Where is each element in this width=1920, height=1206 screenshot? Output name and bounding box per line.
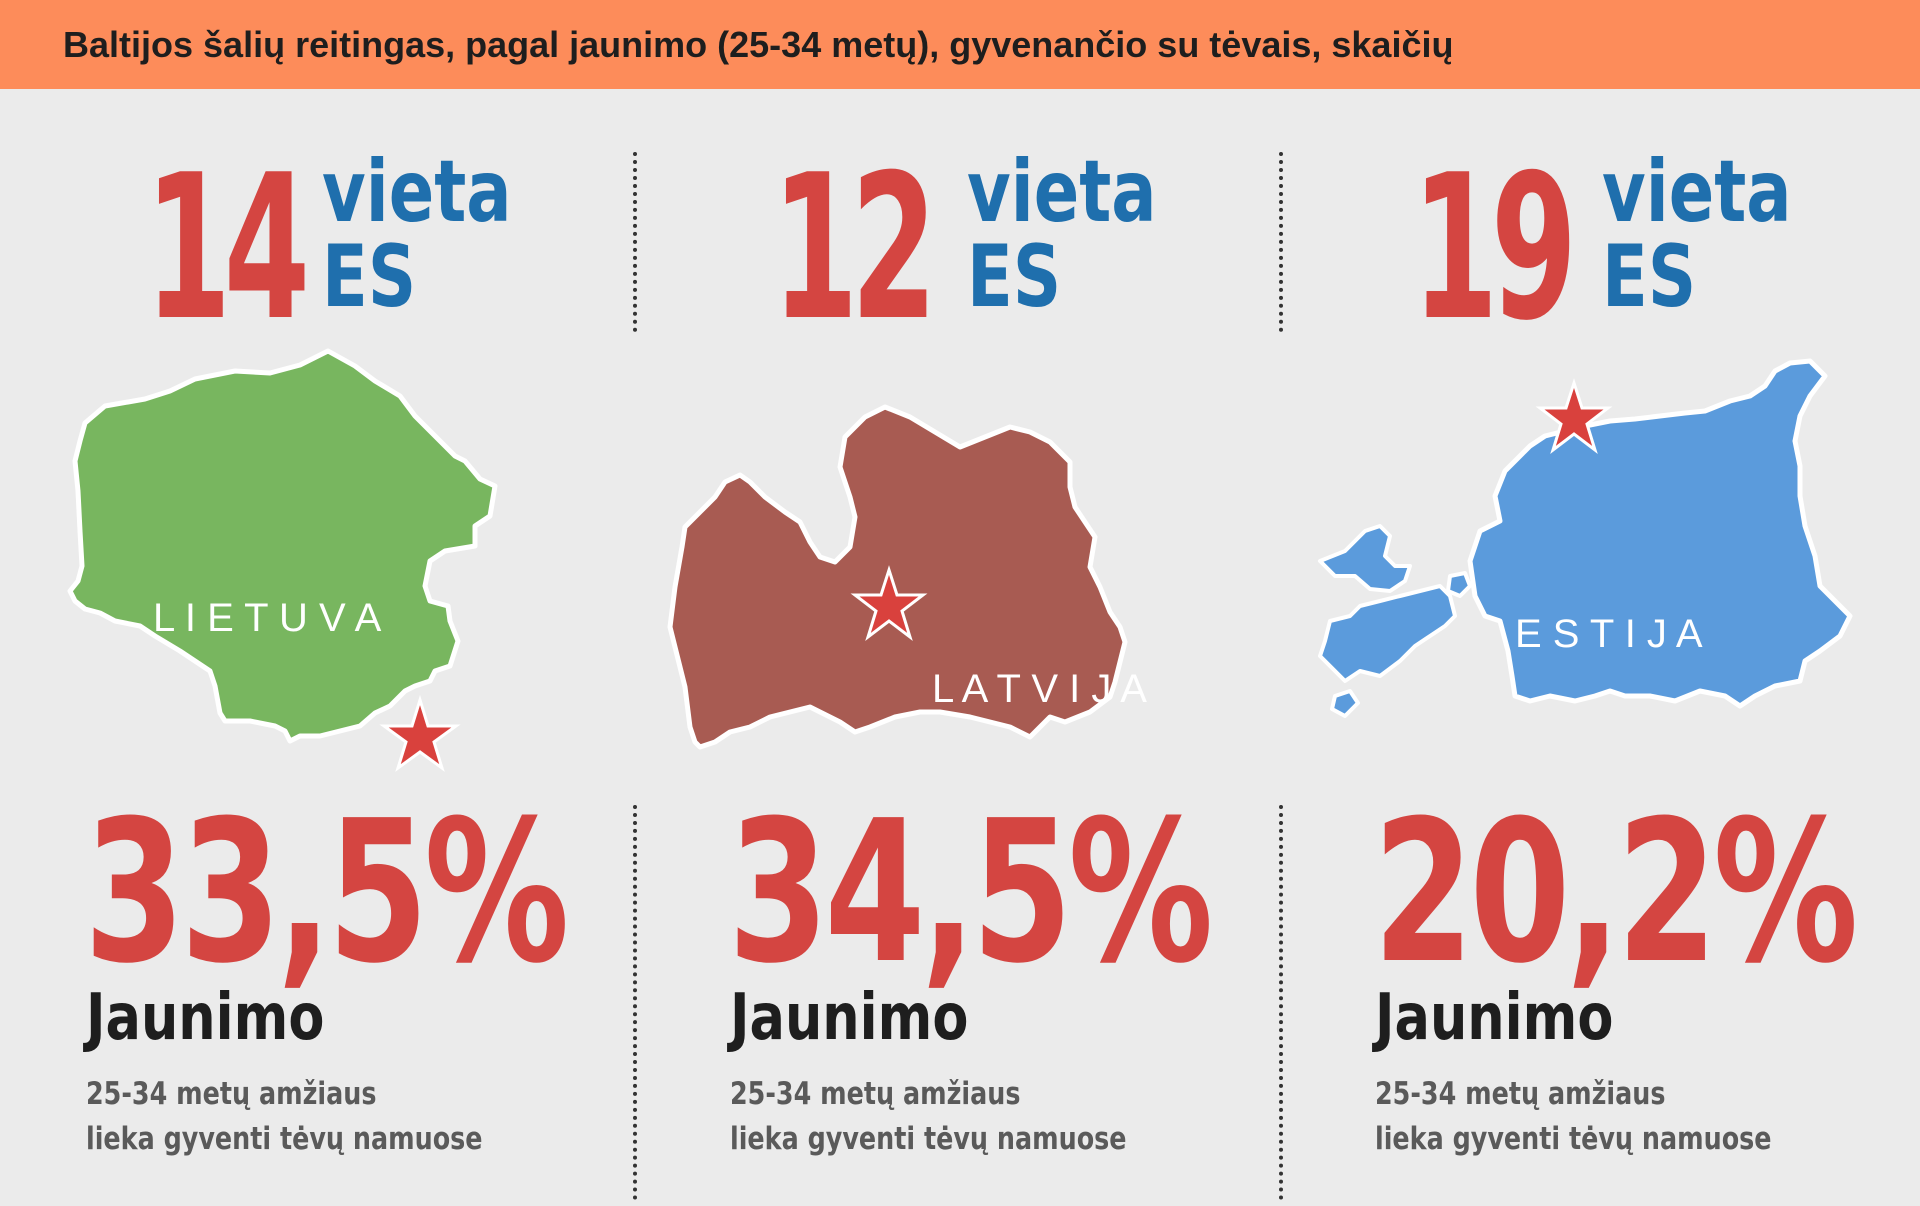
- rank-scope: ES: [967, 227, 1062, 327]
- rank-word: vieta: [322, 142, 512, 242]
- percent-value: 33,5%: [84, 779, 569, 1007]
- description-line: 25-34 metų amžiaus: [86, 1076, 377, 1112]
- island-saaremaa: [1318, 584, 1457, 683]
- percent-value: 34,5%: [728, 779, 1213, 1007]
- subject-label: Jaunimo: [730, 981, 969, 1055]
- rank-word: vieta: [967, 142, 1157, 242]
- country-shape-lithuania: [67, 348, 498, 744]
- country-shape-latvia: [667, 404, 1128, 750]
- map-estonia: [1290, 351, 1890, 871]
- column-divider: [1279, 805, 1283, 1200]
- country-card-latvia: 12 vieta ES L A T V I J A 34,5% Jaunimo …: [640, 89, 1280, 1206]
- country-shape-estonia: [1467, 358, 1853, 709]
- column-divider: [1279, 152, 1283, 332]
- capital-star-icon: [850, 565, 928, 642]
- subject-label: Jaunimo: [86, 981, 325, 1055]
- rank-number: 19: [1412, 132, 1577, 365]
- description-line: 25-34 metų amžiaus: [730, 1076, 1021, 1112]
- subject-label: Jaunimo: [1375, 981, 1614, 1055]
- map-latvia: [667, 387, 1210, 847]
- rank-word: vieta: [1602, 142, 1792, 242]
- island-small: [1330, 689, 1360, 718]
- rank-number: 14: [145, 132, 310, 365]
- rank-number: 12: [772, 132, 937, 365]
- country-label: E S T I J A: [1515, 612, 1703, 656]
- island-hiiumaa: [1318, 524, 1412, 593]
- percent-value: 20,2%: [1373, 779, 1858, 1007]
- column-divider: [633, 152, 637, 332]
- rank-scope: ES: [1602, 227, 1697, 327]
- country-card-lithuania: 14 vieta ES L I E T U V A 33,5% Jaunimo …: [0, 89, 640, 1206]
- map-lithuania: [67, 348, 610, 851]
- description-line: lieka gyventi tėvų namuose: [86, 1121, 483, 1157]
- page-title: Baltijos šalių reitingas, pagal jaunimo …: [63, 24, 1454, 65]
- description-line: 25-34 metų amžiaus: [1375, 1076, 1666, 1112]
- capital-star-icon: [379, 694, 461, 772]
- country-card-estonia: 19 vieta ES E S T I J A 20,2% Jaunimo 25…: [1280, 89, 1920, 1206]
- island-muhu: [1446, 571, 1472, 598]
- description-line: lieka gyventi tėvų namuose: [730, 1121, 1127, 1157]
- column-divider: [633, 805, 637, 1200]
- capital-star-icon: [1535, 378, 1613, 455]
- rank-scope: ES: [322, 227, 417, 327]
- country-label: L I E T U V A: [153, 596, 382, 640]
- country-label: L A T V I J A: [932, 667, 1147, 711]
- description-line: lieka gyventi tėvų namuose: [1375, 1121, 1772, 1157]
- header-banner: Baltijos šalių reitingas, pagal jaunimo …: [0, 0, 1920, 89]
